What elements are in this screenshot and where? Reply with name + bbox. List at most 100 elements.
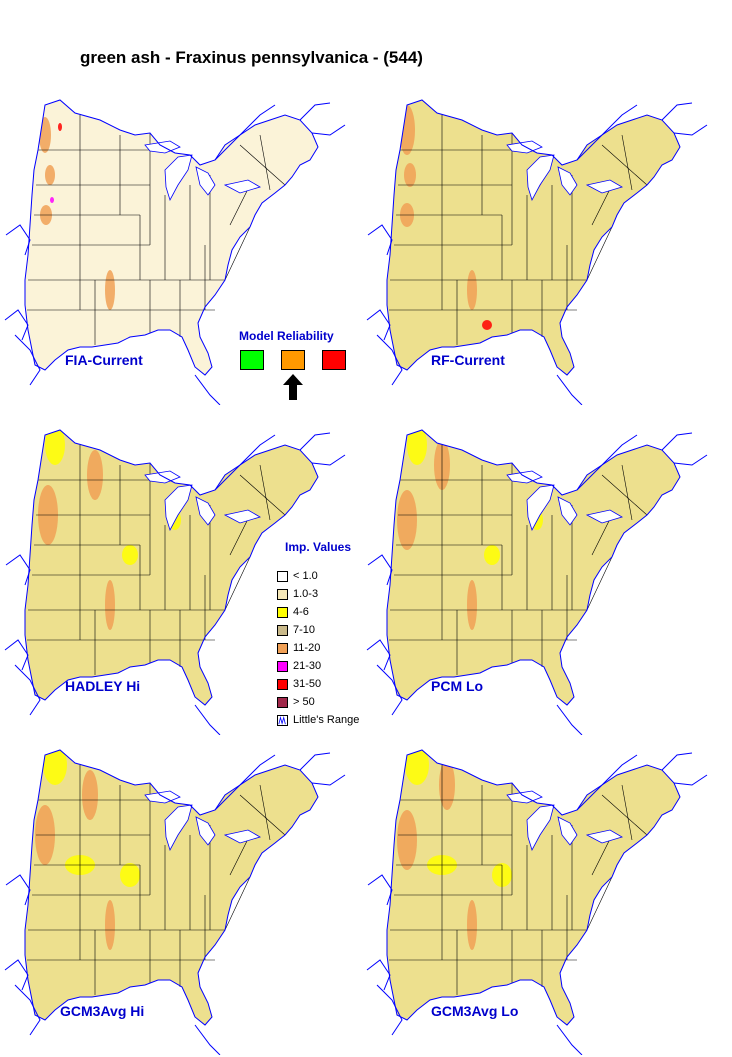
great-lake [144,790,181,804]
coastline [576,104,638,161]
map-fia-current [0,75,350,405]
state-boundary [229,514,251,556]
hotspot [397,810,417,870]
legend-item: 1.0-3 [275,588,385,604]
great-lake [164,804,193,852]
legend-title: Imp. Values [285,540,352,554]
great-lake [585,179,623,194]
legend-item: > 50 [275,696,385,712]
state-boundary [224,876,251,931]
legend-label: 11-20 [293,642,321,654]
state-boundary [229,834,251,876]
map-pcm-lo-svg [366,429,708,735]
coastline [4,309,29,341]
range-icon [277,715,288,726]
coastline [311,454,346,466]
land-fill [387,100,680,375]
coastline [376,334,403,386]
great-lake [164,484,193,532]
coastline [661,102,693,121]
state-boundary [224,226,251,281]
coastline [214,104,276,161]
state-boundary [591,184,613,226]
coastline [367,554,393,586]
map-label-fia-current: FIA-Current [65,352,143,368]
hotspot [45,430,65,465]
state-boundary [586,876,613,931]
coastline [556,374,583,405]
great-lake [223,509,261,524]
land-fill [25,430,318,705]
great-lake [557,166,578,196]
hotspot [105,270,115,310]
coastline [376,984,403,1036]
great-lake [164,154,193,202]
coastline [194,374,221,405]
legend-label: < 1.0 [293,570,318,582]
great-lake [526,154,555,202]
coastline [366,639,391,671]
hotspot [397,490,417,550]
coastline [5,224,31,256]
coastline [556,704,583,735]
state-boundary [259,464,271,521]
coastline [5,874,31,906]
map-fia-current-svg [4,99,346,405]
reliability-high-swatch [240,350,264,370]
hotspot [484,545,500,565]
map-gcm3avg-lo [362,725,712,1055]
coastline [661,752,693,771]
coastline [576,434,638,491]
legend-item: < 1.0 [275,570,385,586]
coastline [4,959,29,991]
legend-item: Little's Range [275,714,385,730]
coastline [24,99,319,376]
coastline [556,1024,583,1055]
coastline [386,429,681,706]
great-lake [195,816,216,846]
hotspot [87,450,103,500]
coastline [366,309,391,341]
coastline [661,432,693,451]
legend-item: 21-30 [275,660,385,676]
map-hadley-hi [0,405,350,735]
coastline [311,124,346,136]
coastline [14,334,41,386]
hotspot [407,430,427,465]
hotspot [122,545,138,565]
legend-swatch [277,661,288,672]
land-fill [387,430,680,705]
legend-item: 31-50 [275,678,385,694]
coastline [673,774,708,786]
state-boundary [601,794,648,836]
coastline [214,434,276,491]
state-boundary [229,184,251,226]
hotspot [467,270,477,310]
state-boundary [259,134,271,191]
legend-label: 4-6 [293,606,309,618]
coastline [214,754,276,811]
imp-values-legend: Imp. Values < 1.0 1.0-3 4-6 7-10 11-20 2… [275,540,385,726]
state-boundary [591,514,613,556]
hotspot [405,750,429,785]
state-boundary [239,794,286,836]
up-arrow-icon [283,374,303,400]
great-lake [506,140,543,154]
coastline [673,124,708,136]
state-boundary [621,464,633,521]
land-fill [387,750,680,1025]
coastline [386,99,681,376]
model-reliability-title: Model Reliability [239,329,334,343]
state-boundary [239,474,286,516]
state-boundary [621,784,633,841]
great-lake [557,496,578,526]
legend-label: 7-10 [293,624,316,636]
legend-swatch [277,607,288,618]
legend-swatch [277,697,288,708]
great-lake [585,829,623,844]
legend-item: 11-20 [275,642,385,658]
coastline [299,102,331,121]
hotspot [404,163,416,187]
legend-swatch [277,679,288,690]
coastline [376,664,403,716]
